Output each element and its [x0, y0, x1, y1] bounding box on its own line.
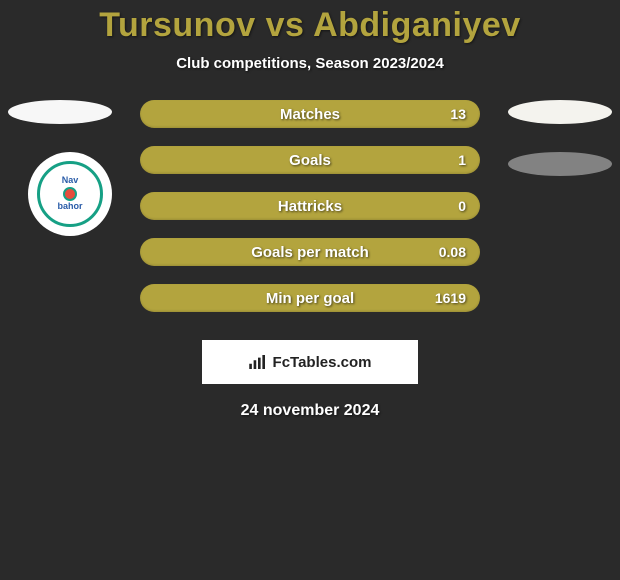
stat-label: Min per goal: [266, 290, 354, 307]
stat-bar-goals: Goals 1: [140, 146, 480, 174]
brand-text: FcTables.com: [273, 354, 372, 371]
stat-value: 1619: [435, 290, 466, 306]
stat-label: Goals: [289, 152, 331, 169]
page-subtitle: Club competitions, Season 2023/2024: [176, 55, 444, 72]
stat-bar-goals-per-match: Goals per match 0.08: [140, 238, 480, 266]
stat-label: Matches: [280, 106, 340, 123]
stat-bar-hattricks: Hattricks 0: [140, 192, 480, 220]
stat-label: Hattricks: [278, 198, 342, 215]
stat-label: Goals per match: [251, 244, 369, 261]
stat-bar-matches: Matches 13: [140, 100, 480, 128]
stat-value: 1: [458, 152, 466, 168]
comparison-infographic: Tursunov vs Abdiganiyev Club competition…: [0, 0, 620, 420]
brand-box: FcTables.com: [202, 340, 418, 384]
content-area: Nav bahor Matches 13 Goals 1 Hattricks 0…: [0, 100, 620, 420]
stat-value: 0.08: [439, 244, 466, 260]
stat-value: 0: [458, 198, 466, 214]
stat-bar-min-per-goal: Min per goal 1619: [140, 284, 480, 312]
stats-list: Matches 13 Goals 1 Hattricks 0 Goals per…: [0, 100, 620, 312]
stat-value: 13: [450, 106, 466, 122]
bar-chart-icon: [249, 355, 267, 369]
page-title: Tursunov vs Abdiganiyev: [99, 6, 520, 45]
date-text: 24 november 2024: [241, 402, 380, 420]
